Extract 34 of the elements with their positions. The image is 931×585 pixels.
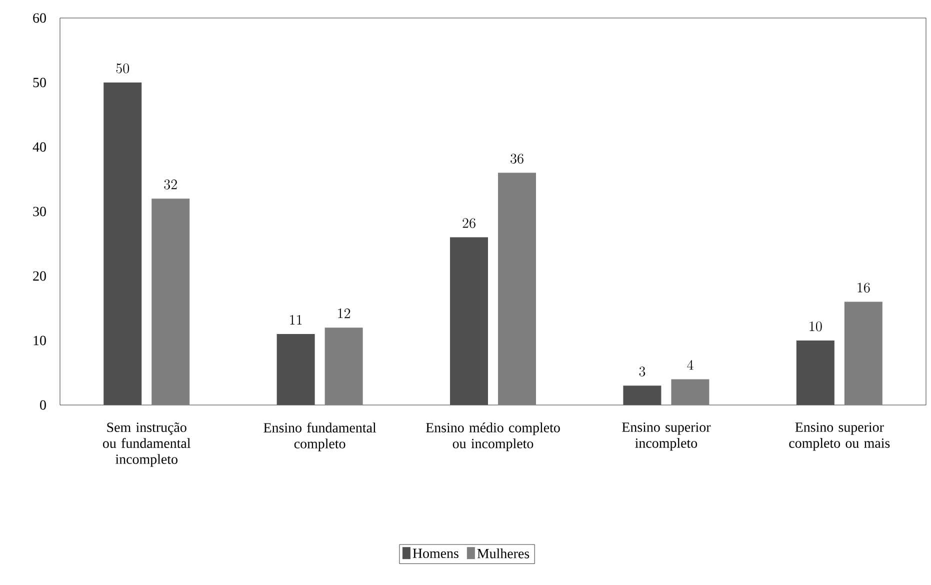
y-tick-label: 40	[32, 142, 46, 152]
legend-label: Homens	[412, 548, 458, 558]
bar	[623, 386, 662, 405]
data-label: 26	[462, 218, 476, 228]
legend-label: Mulheres	[477, 548, 530, 558]
bar	[844, 302, 882, 405]
y-tick-label: 30	[33, 206, 46, 216]
data-label: 3	[639, 366, 646, 376]
data-label: 50	[116, 63, 130, 74]
data-label: 12	[338, 308, 350, 318]
x-tick-label: Ensino superior completo ou mais	[789, 422, 890, 451]
bar	[324, 328, 363, 405]
y-tick-label: 0	[40, 400, 46, 410]
data-label: 32	[164, 180, 177, 190]
data-label: 10	[810, 321, 822, 332]
bar	[152, 198, 190, 405]
data-label: 4	[687, 360, 694, 370]
data-label: 36	[510, 154, 524, 164]
y-tick-label: 10	[34, 336, 46, 346]
x-tick-label: Ensino fundamental completo	[264, 422, 376, 452]
data-label: 11	[290, 315, 302, 325]
data-label: 16	[858, 282, 870, 293]
x-tick-label: Ensino médio completo ou incompleto	[426, 422, 560, 452]
bar	[104, 82, 142, 405]
bar	[671, 379, 710, 405]
bar	[796, 340, 834, 405]
bar	[498, 172, 536, 405]
y-tick-label: 60	[33, 13, 46, 23]
x-tick-label: Ensino superior incompleto	[622, 422, 711, 451]
bar	[276, 334, 315, 405]
y-tick-label: 20	[33, 271, 46, 281]
x-tick-label: Sem instrução ou fundamental incompleto	[102, 422, 190, 467]
bar	[450, 237, 488, 405]
y-tick-label: 50	[33, 78, 46, 88]
